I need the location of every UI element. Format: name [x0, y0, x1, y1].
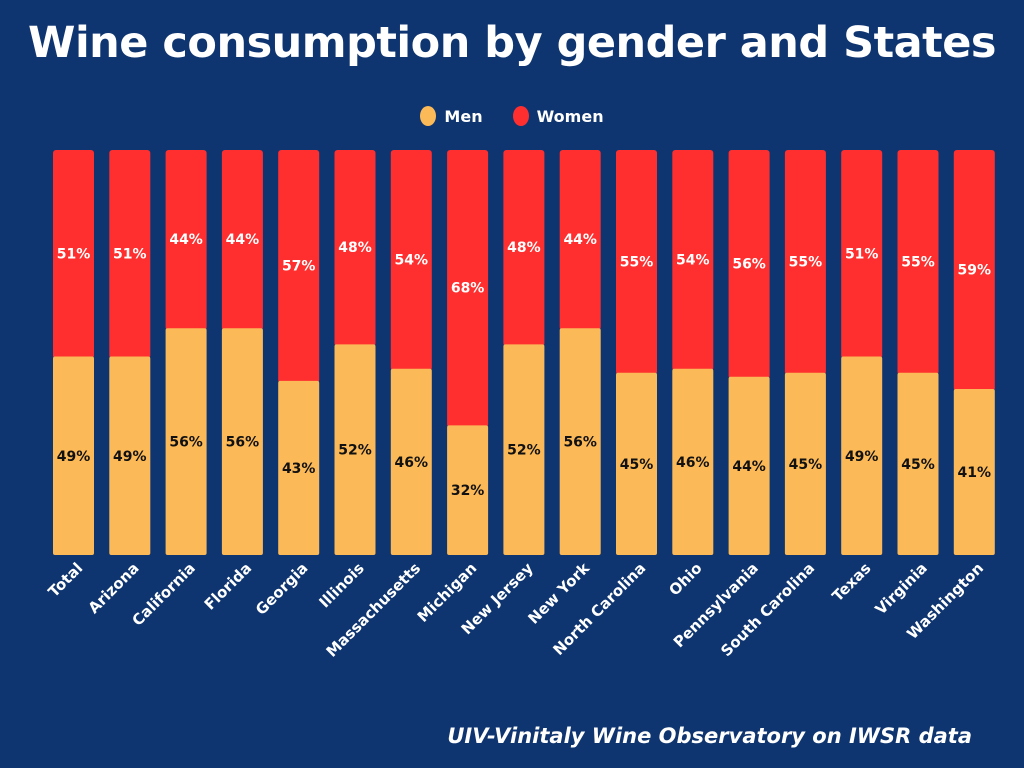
bar-women-california: [165, 150, 207, 331]
data-label-men-washington: 41%: [958, 465, 992, 481]
data-label-men-texas: 49%: [845, 449, 879, 465]
bar-women-new-jersey: [503, 150, 545, 347]
bar-group-ohio: 54% 46% Ohio: [665, 150, 714, 599]
x-tick-label-arizona: Arizona: [85, 559, 143, 617]
data-label-men-pennsylvania: 44%: [732, 459, 766, 475]
bar-men-arizona: [109, 356, 151, 555]
data-label-men-north-carolina: 45%: [620, 457, 654, 473]
bar-group-washington: 59%41%Washington: [903, 150, 995, 643]
data-label-women-arizona: 51%: [113, 246, 147, 262]
x-tick-label-total: Total: [45, 559, 87, 601]
data-label-women-north-carolina: 55%: [620, 254, 654, 270]
bar-women-pennsylvania: [728, 150, 770, 379]
data-label-women-new-jersey: 48%: [507, 240, 541, 256]
data-label-men-illinois: 52%: [338, 443, 372, 459]
x-tick-label-massachusetts: Massachusetts: [323, 559, 425, 661]
bar-women-georgia: [278, 150, 320, 383]
legend-item-men: Men: [420, 106, 483, 126]
bar-women-south-carolina: [784, 150, 826, 375]
bar-men-new-jersey: [503, 344, 545, 555]
bar-men-georgia: [278, 380, 320, 555]
bar-men-ohio: [672, 368, 714, 555]
data-label-men-south-carolina: 45%: [789, 457, 823, 473]
bar-women-washington: [953, 150, 995, 391]
data-label-men-georgia: 43%: [282, 461, 316, 477]
data-label-men-massachusetts: 46%: [395, 455, 429, 471]
bar-group-arizona: 51% 49% Arizona: [85, 150, 151, 617]
data-label-women-south-carolina: 55%: [789, 254, 823, 270]
data-label-men-ohio: 46%: [676, 455, 710, 471]
x-tick-label-virginia: Virginia: [872, 559, 931, 618]
bar-women-virginia: [897, 150, 939, 375]
legend-item-women: Women: [512, 106, 604, 126]
data-label-women-new-york: 44%: [563, 232, 597, 248]
data-label-men-total: 49%: [57, 449, 91, 465]
bar-women-new-york: [559, 150, 601, 331]
bar-men-virginia: [897, 372, 939, 555]
data-label-women-illinois: 48%: [338, 240, 372, 256]
bar-group-texas: 51% 49% Texas: [828, 150, 883, 605]
bar-men-massachusetts: [390, 368, 432, 555]
data-label-women-pennsylvania: 56%: [732, 256, 766, 272]
bar-men-total: [53, 356, 94, 555]
legend-swatch-men: [420, 106, 437, 126]
data-label-women-georgia: 57%: [282, 258, 316, 274]
bar-men-pennsylvania: [728, 376, 770, 555]
legend-label-women: Women: [536, 106, 604, 126]
bar-men-texas: [841, 356, 883, 555]
data-label-women-virginia: 55%: [901, 254, 935, 270]
chart-title: Wine consumption by gender and States: [28, 18, 996, 68]
x-tick-label-florida: Florida: [201, 559, 256, 614]
bar-men-south-carolina: [784, 372, 826, 555]
legend-label-men: Men: [444, 106, 483, 126]
bar-women-massachusetts: [390, 150, 432, 371]
data-label-women-california: 44%: [169, 232, 203, 248]
x-tick-label-illinois: Illinois: [315, 559, 367, 611]
bar-group-total: 51% 49% Total: [45, 150, 94, 601]
data-label-women-florida: 44%: [226, 232, 260, 248]
data-label-women-massachusetts: 54%: [395, 252, 429, 268]
data-label-men-michigan: 32%: [451, 483, 485, 499]
bar-group-illinois: 48% 52% Illinois: [315, 150, 376, 611]
data-label-men-new-jersey: 52%: [507, 443, 541, 459]
data-label-men-arizona: 49%: [113, 449, 147, 465]
bar-women-michigan: [447, 150, 489, 428]
data-label-men-california: 56%: [169, 435, 203, 451]
bar-men-michigan: [447, 425, 489, 555]
bar-men-new-york: [559, 328, 601, 555]
source-note: UIV-Vinitaly Wine Observatory on IWSR da…: [447, 724, 972, 748]
legend: Men Women: [0, 106, 1024, 126]
bar-women-ohio: [672, 150, 714, 371]
x-tick-label-texas: Texas: [828, 559, 874, 605]
bar-men-california: [165, 328, 207, 555]
x-tick-label-south-carolina: South Carolina: [717, 559, 818, 660]
bar-women-texas: [841, 150, 883, 359]
bar-men-illinois: [334, 344, 376, 555]
data-label-women-ohio: 54%: [676, 252, 710, 268]
bar-men-florida: [221, 328, 263, 555]
data-label-men-new-york: 56%: [563, 435, 597, 451]
bar-women-illinois: [334, 150, 376, 347]
bar-women-total: [53, 150, 94, 359]
bar-women-florida: [221, 150, 263, 331]
data-label-men-florida: 56%: [226, 435, 260, 451]
bar-women-north-carolina: [616, 150, 657, 375]
data-label-women-washington: 59%: [958, 262, 992, 278]
x-tick-label-ohio: Ohio: [665, 559, 705, 599]
data-label-men-virginia: 45%: [901, 457, 935, 473]
bar-men-north-carolina: [616, 372, 657, 555]
bar-group-florida: 44% 56% Florida: [201, 150, 263, 614]
bar-men-washington: [953, 388, 995, 555]
data-label-women-total: 51%: [57, 246, 91, 262]
data-label-women-michigan: 68%: [451, 281, 485, 297]
bar-women-arizona: [109, 150, 151, 359]
legend-swatch-women: [512, 106, 529, 126]
x-tick-label-georgia: Georgia: [252, 559, 312, 619]
data-label-women-texas: 51%: [845, 246, 879, 262]
